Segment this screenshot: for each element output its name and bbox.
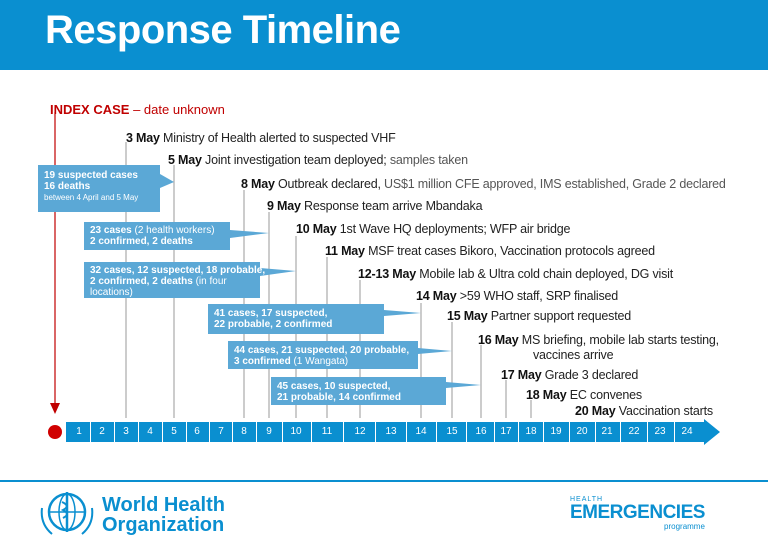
event-5-may: 5 May Joint investigation team deployed;… — [168, 153, 468, 167]
health-emergencies-logo: HEALTH EMERGENCIES programme — [570, 496, 705, 531]
index-case-rest: – date unknown — [129, 102, 225, 117]
event-8-may: 8 May Outbreak declared, US$1 million CF… — [241, 177, 726, 191]
timeline-axis-arrow — [704, 419, 720, 445]
who-logo-icon — [40, 492, 94, 535]
axis-tick-label: 4 — [147, 426, 153, 437]
callout-5: 44 cases, 21 suspected, 20 probable, 3 co… — [234, 345, 410, 367]
axis-separator — [518, 422, 519, 442]
axis-tick-label: 18 — [525, 426, 537, 437]
axis-separator — [90, 422, 91, 442]
callout-6: 45 cases, 10 suspected, 21 probable, 14 c… — [277, 381, 401, 403]
axis-tick-label: 7 — [218, 426, 224, 437]
axis-separator — [232, 422, 233, 442]
callout-shape-3 — [84, 262, 296, 298]
index-case-title: INDEX CASE — [50, 102, 130, 117]
axis-tick-label: 13 — [385, 426, 397, 437]
index-case-label: INDEX CASE – date unknown — [50, 102, 225, 117]
callout-shape-4 — [208, 304, 421, 334]
event-3-may: 3 May Ministry of Health alerted to susp… — [126, 131, 396, 145]
event-11-may: 11 May MSF treat cases Bikoro, Vaccinati… — [325, 244, 655, 258]
axis-tick-label: 2 — [99, 426, 105, 437]
event-16-may: 16 May MS briefing, mobile lab starts te… — [478, 333, 719, 347]
axis-separator — [375, 422, 376, 442]
callout-4: 41 cases, 17 suspected, 22 probable, 2 co… — [214, 308, 333, 330]
axis-tick-label: 12 — [354, 426, 366, 437]
event-10-may: 10 May 1st Wave HQ deployments; WFP air … — [296, 222, 571, 236]
callout-shape-6 — [271, 377, 481, 405]
axis-separator — [543, 422, 544, 442]
event-18-may: 18 May EC convenes — [526, 388, 642, 402]
axis-tick-label: 19 — [550, 426, 562, 437]
event-15-may: 15 May Partner support requested — [447, 309, 632, 323]
axis-tick-label: 24 — [681, 426, 693, 437]
axis-tick-label: 14 — [415, 426, 427, 437]
axis-tick-label: 21 — [601, 426, 613, 437]
axis-tick-label: 6 — [194, 426, 200, 437]
event-16-may-cont: vaccines arrive — [533, 348, 614, 362]
axis-separator — [620, 422, 621, 442]
axis-tick-label: 10 — [290, 426, 302, 437]
axis-tick-label: 20 — [576, 426, 588, 437]
event-14-may: 14 May >59 WHO staff, SRP finalised — [416, 289, 619, 303]
axis-separator — [311, 422, 312, 442]
axis-tick-label: 16 — [475, 426, 487, 437]
callout-3: 32 cases, 12 suspected, 18 probable, 2 co… — [90, 265, 266, 298]
axis-separator — [186, 422, 187, 442]
axis-tick-label: 3 — [123, 426, 129, 437]
axis-tick-label: 1 — [76, 426, 82, 437]
axis-separator — [569, 422, 570, 442]
axis-tick-label: 9 — [266, 426, 272, 437]
index-case-dot — [48, 425, 62, 439]
axis-tick-label: 5 — [171, 426, 177, 437]
axis-separator — [343, 422, 344, 442]
event-17-may: 17 May Grade 3 declared — [501, 368, 639, 382]
callout-shape-2 — [84, 222, 269, 250]
callout-1: 19 suspected cases 16 deaths between 4 Apr… — [44, 170, 139, 202]
callout-shape-5 — [228, 341, 452, 369]
axis-tick-label: 23 — [654, 426, 666, 437]
event-12-13-may: 12-13 May Mobile lab & Ultra cold chain … — [358, 267, 673, 281]
axis-tick-label: 17 — [500, 426, 512, 437]
axis-separator — [436, 422, 437, 442]
axis-separator — [209, 422, 210, 442]
axis-separator — [494, 422, 495, 442]
axis-separator — [256, 422, 257, 442]
callout-shape-1 — [38, 165, 174, 212]
axis-separator — [647, 422, 648, 442]
event-9-may: 9 May Response team arrive Mbandaka — [267, 199, 483, 213]
axis-tick-label: 15 — [446, 426, 458, 437]
page-title: Response Timeline — [45, 8, 401, 52]
who-name: World Health Organization — [102, 494, 225, 536]
axis-tick-label: 11 — [321, 426, 333, 437]
axis-separator — [466, 422, 467, 442]
event-20-may: 20 May Vaccination starts — [575, 404, 713, 418]
header-bar: Response Timeline — [0, 0, 768, 70]
axis-separator — [406, 422, 407, 442]
axis-separator — [114, 422, 115, 442]
axis-separator — [138, 422, 139, 442]
axis-separator — [282, 422, 283, 442]
index-case-arrow — [50, 403, 60, 414]
callout-2: 23 cases (2 health workers) 2 confirmed, … — [90, 225, 215, 247]
axis-tick-label: 8 — [241, 426, 247, 437]
axis-separator — [674, 422, 675, 442]
footer-divider — [0, 480, 768, 482]
axis-separator — [595, 422, 596, 442]
axis-tick-label: 22 — [628, 426, 640, 437]
timeline-axis — [66, 422, 706, 442]
axis-separator — [162, 422, 163, 442]
